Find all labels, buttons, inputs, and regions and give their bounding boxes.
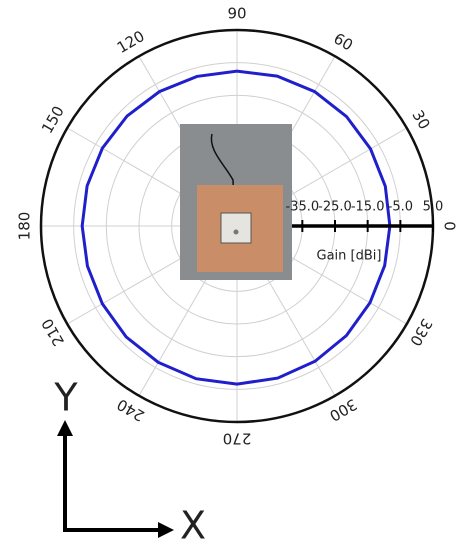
radial-tick-label: -15.0 [351, 200, 385, 215]
angle-tick-label: 150 [38, 103, 68, 137]
feed-point [233, 229, 239, 235]
angle-tick-label: 90 [227, 5, 246, 23]
angle-tick-label: 180 [16, 212, 34, 241]
angle-tick-label: 210 [38, 315, 68, 349]
cable [210, 133, 235, 213]
patch-antenna [220, 212, 252, 244]
angle-tick-label: 330 [406, 315, 436, 349]
radial-tick-label: -35.0 [286, 200, 320, 215]
y-arrow-head [57, 420, 73, 436]
xy-axes: Y X [53, 376, 206, 548]
angle-tick-label: 300 [326, 395, 360, 425]
angle-tick-label: 270 [223, 430, 252, 448]
angle-tick-label: 60 [330, 29, 356, 54]
gain-pattern [80, 69, 392, 386]
x-label: X [180, 504, 206, 548]
angle-tick-label: 240 [114, 395, 148, 425]
angle-tick-label: 120 [114, 27, 148, 57]
radial-tick-label: -25.0 [318, 200, 352, 215]
radial-tick-label: 5.0 [423, 200, 444, 215]
x-arrow-head [158, 522, 174, 538]
angle-tick-label: 30 [408, 107, 433, 133]
radial-axis-label: Gain [dBi] [317, 249, 382, 264]
antenna-photo [180, 124, 292, 280]
y-label: Y [53, 376, 78, 420]
radial-tick-label: -5.0 [388, 200, 413, 215]
angle-tick-label: 0 [441, 221, 459, 231]
